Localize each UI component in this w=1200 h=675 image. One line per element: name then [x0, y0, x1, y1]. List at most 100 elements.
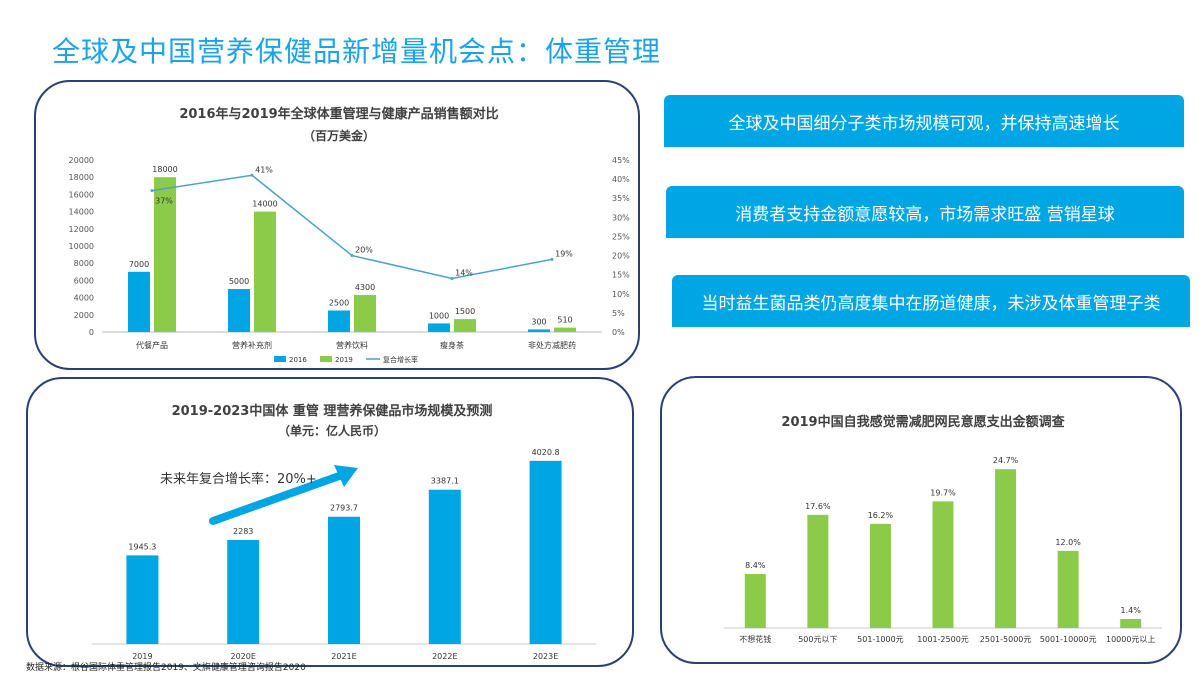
line-point [450, 276, 454, 280]
legend-label: 2016 [289, 356, 307, 364]
china-market-chart: 2019-2023中国体 重管 理营养保健品市场规模及预测 （单元：亿人民币） 19… [92, 403, 596, 661]
x-tick-label: 营养补充剂 [232, 340, 272, 350]
bar-value-label: 14000 [252, 200, 277, 209]
chart-title: 2019-2023中国体 重管 理营养保健品市场规模及预测 [172, 403, 493, 419]
bar-value-label: 7000 [129, 260, 149, 269]
banner-probiotics: 当时益生菌品类仍高度集中在肠道健康，未涉及体重管理子类 [672, 275, 1190, 327]
line-point [250, 173, 254, 177]
bar-value-label: 19.7% [930, 488, 956, 497]
bar-value-label: 18000 [152, 165, 177, 174]
bar [126, 555, 159, 644]
y2-tick-label: 0% [612, 328, 625, 337]
x-tick-label: 2023E [533, 652, 558, 661]
bar-value-label: 1500 [455, 307, 475, 316]
bar [869, 523, 891, 628]
bar [227, 539, 260, 644]
bar [1120, 619, 1142, 628]
bar [932, 501, 954, 628]
bar-value-label: 1945.3 [128, 542, 156, 551]
bar [1057, 550, 1079, 628]
bar-2019 [254, 211, 276, 332]
data-source-note: 数据来源：根谷国际体重管理报告2019、文旗健康管理咨询报告2020 [26, 663, 306, 673]
banner-market-size: 全球及中国细分子类市场规模可观，并保持高速增长 [664, 95, 1184, 147]
bar-value-label: 2283 [233, 527, 253, 536]
bar [428, 489, 461, 644]
y-tick-label: 2000 [74, 311, 94, 320]
bar-2016 [128, 271, 150, 332]
y2-tick-label: 40% [612, 175, 630, 184]
bar-value-label: 16.2% [868, 511, 894, 520]
bar-2016 [328, 310, 350, 332]
legend-swatch-2019 [320, 356, 332, 362]
x-tick-label: 2501-5000元 [980, 635, 1032, 644]
y2-tick-label: 25% [612, 232, 630, 241]
x-tick-label: 不想花钱 [739, 634, 771, 644]
bar [529, 460, 562, 644]
y-tick-label: 6000 [74, 276, 94, 285]
line-value-label: 19% [555, 249, 573, 258]
spending-survey-chart: 2019中国自我感觉需减肥网民意愿支出金额调查 8.4% 不想花钱 17.6% 500元… [724, 414, 1162, 644]
x-tick-label: 2021E [331, 652, 356, 661]
global-sales-chart: 2016年与2019年全球体重管理与健康产品销售额对比 （百万美金） 0 2000 40… [69, 106, 631, 364]
y2-tick-label: 10% [612, 290, 630, 299]
spending-survey-panel: 2019中国自我感觉需减肥网民意愿支出金额调查 8.4% 不想花钱 17.6% 500元… [660, 376, 1182, 664]
line-point [550, 257, 554, 261]
china-market-panel: 2019-2023中国体 重管 理营养保健品市场规模及预测 （单元：亿人民币） 19… [26, 377, 634, 667]
bar-value-label: 300 [531, 317, 546, 326]
bar-2016 [528, 329, 550, 332]
line-value-label: 14% [455, 268, 473, 277]
page-title: 全球及中国营养保健品新增量机会点：体重管理 [52, 35, 662, 68]
bar-2019 [154, 177, 176, 332]
x-tick-label: 瘦身茶 [440, 340, 464, 350]
chart-title: 2019中国自我感觉需减肥网民意愿支出金额调查 [781, 414, 1065, 430]
bar-value-label: 17.6% [805, 502, 831, 511]
x-tick-label: 非处方减肥药 [528, 340, 576, 350]
x-tick-label: 5001-10000元 [1040, 635, 1097, 644]
bar-value-label: 24.7% [993, 456, 1019, 465]
line-value-label: 41% [255, 165, 273, 174]
bar-2016 [228, 289, 250, 332]
y-tick-label: 4000 [74, 294, 94, 303]
bar-value-label: 510 [557, 316, 572, 325]
bar [328, 516, 360, 644]
bar-value-label: 2500 [329, 299, 349, 308]
x-tick-label: 2022E [432, 652, 457, 661]
y2-tick-label: 45% [612, 156, 630, 165]
global-sales-panel: 2016年与2019年全球体重管理与健康产品销售额对比 （百万美金） 0 2000 40… [34, 80, 640, 370]
growth-annotation: 未来年复合增长率：20%+ [160, 471, 317, 487]
x-tick-label: 501-1000元 [857, 635, 904, 644]
y-tick-label: 0 [89, 328, 94, 337]
bar-2016 [428, 323, 450, 332]
y-tick-label: 12000 [69, 225, 94, 234]
bar [995, 469, 1017, 628]
bar [807, 514, 829, 628]
growth-arrow-head [334, 465, 358, 487]
banner-consumer-willingness: 消费者支持金额意愿较高，市场需求旺盛 营销星球 [666, 186, 1184, 238]
bar-value-label: 12.0% [1055, 538, 1081, 547]
y-tick-label: 14000 [69, 208, 94, 217]
x-tick-label: 500元以下 [798, 635, 837, 644]
bar-value-label: 4020.8 [532, 448, 560, 457]
y2-tick-label: 15% [612, 271, 630, 280]
x-tick-label: 代餐产品 [136, 340, 168, 350]
chart-subtitle: （百万美金） [303, 128, 375, 143]
x-tick-label: 营养饮料 [336, 340, 368, 350]
line-value-label: 20% [355, 246, 373, 255]
bar-2019 [554, 327, 576, 332]
legend-swatch-2016 [274, 356, 286, 362]
y-tick-label: 20000 [69, 156, 94, 165]
bar-value-label: 2793.7 [330, 504, 358, 513]
chart-title: 2016年与2019年全球体重管理与健康产品销售额对比 [179, 106, 498, 122]
bar-value-label: 5000 [229, 277, 249, 286]
x-tick-label: 10000元以上 [1106, 635, 1155, 644]
x-tick-label: 1001-2500元 [917, 635, 969, 644]
line-growth-rate [151, 174, 553, 280]
y2-tick-label: 5% [612, 309, 625, 318]
line-point [350, 254, 354, 258]
x-tick-label: 2020E [230, 652, 255, 661]
x-tick-label: 2019 [132, 652, 152, 661]
y-tick-label: 18000 [69, 173, 94, 182]
bar-2019 [454, 319, 476, 332]
bar [744, 574, 766, 628]
y2-tick-label: 20% [612, 252, 630, 261]
